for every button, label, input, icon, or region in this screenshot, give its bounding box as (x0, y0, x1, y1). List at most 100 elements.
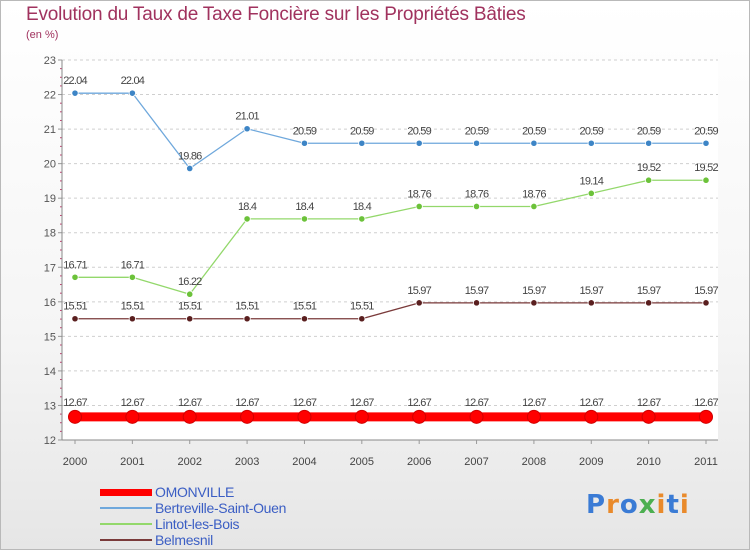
x-tick-label: 2002 (177, 456, 201, 468)
data-point (186, 315, 194, 323)
x-tick-label: 2011 (694, 456, 718, 468)
legend-label: OMONVILLE (155, 484, 234, 500)
legend-label: Belmesnil (155, 532, 213, 548)
data-label: 15.97 (465, 285, 489, 297)
data-label: 15.51 (235, 301, 259, 313)
data-label: 12.67 (293, 397, 317, 409)
data-label: 15.97 (522, 285, 546, 297)
data-label: 15.97 (580, 285, 604, 297)
data-point (587, 139, 595, 147)
legend-swatch (100, 539, 152, 541)
data-label: 12.67 (235, 397, 259, 409)
data-point (128, 89, 136, 97)
logo-letter: o (619, 490, 639, 520)
legend-swatch (100, 507, 152, 509)
data-point (472, 139, 481, 147)
data-label: 16.71 (121, 259, 145, 271)
data-label: 20.59 (522, 125, 546, 137)
data-point (354, 409, 369, 424)
data-point (125, 409, 140, 424)
data-label: 12.67 (178, 397, 202, 409)
logo-letter: t (666, 490, 680, 520)
y-tick-label: 18 (44, 228, 56, 240)
logo-letter: r (606, 490, 620, 520)
data-point (645, 176, 653, 184)
data-label: 18.4 (295, 201, 314, 213)
data-point (645, 139, 653, 147)
x-tick-label: 2006 (407, 456, 431, 468)
data-label: 15.97 (694, 285, 718, 297)
y-tick-label: 12 (44, 435, 56, 447)
x-tick-label: 2010 (636, 456, 660, 468)
data-point (297, 409, 312, 424)
x-tick-label: 2000 (63, 456, 87, 468)
data-label: 12.67 (465, 397, 489, 409)
data-label: 20.59 (580, 125, 604, 137)
data-point (358, 215, 366, 223)
data-label: 12.67 (637, 397, 661, 409)
data-label: 15.51 (63, 301, 87, 313)
chart-title: Evolution du Taux de Taxe Foncière sur l… (26, 4, 526, 25)
data-point (415, 202, 423, 211)
data-point (358, 315, 366, 323)
data-point (243, 215, 251, 223)
data-label: 20.59 (694, 125, 718, 137)
y-tick-label: 13 (44, 400, 56, 412)
data-label: 22.04 (63, 75, 87, 87)
legend-item: Bertreville-Saint-Ouen (100, 500, 400, 516)
data-label: 16.22 (178, 276, 202, 288)
data-point (526, 409, 541, 424)
data-point (358, 139, 366, 147)
data-point (240, 409, 255, 424)
data-label: 19.52 (637, 162, 661, 174)
data-point (182, 409, 197, 424)
data-label: 19.14 (580, 175, 604, 187)
y-tick-label: 19 (44, 193, 56, 205)
data-label: 20.59 (465, 125, 489, 137)
data-label: 12.67 (63, 397, 87, 409)
y-axis-unit: (en %) (26, 29, 59, 41)
y-tick-label: 21 (44, 124, 56, 136)
data-label: 12.67 (350, 397, 374, 409)
y-tick-label: 22 (44, 90, 56, 102)
data-label: 15.51 (293, 301, 317, 313)
legend-label: Bertreville-Saint-Ouen (155, 500, 287, 516)
data-point (702, 176, 710, 184)
data-point (587, 189, 595, 197)
data-label: 18.76 (522, 188, 546, 200)
logo-letter: P (586, 490, 607, 520)
data-label: 20.59 (407, 125, 431, 137)
legend-swatch (100, 489, 152, 496)
x-tick-label: 2008 (522, 456, 546, 468)
data-label: 12.67 (522, 397, 546, 409)
data-label: 21.01 (235, 111, 259, 123)
series-line-2 (75, 179, 706, 295)
data-label: 15.51 (121, 301, 145, 313)
data-label: 16.71 (63, 259, 87, 271)
x-tick-label: 2004 (292, 456, 316, 468)
data-point (530, 202, 538, 211)
data-point (128, 315, 136, 323)
data-point (300, 315, 309, 323)
series-line-3 (75, 302, 706, 320)
legend-label: Lintot-les-Bois (155, 516, 240, 532)
data-point (68, 409, 82, 424)
data-point (300, 215, 309, 223)
y-tick-label: 23 (44, 55, 56, 67)
data-label: 12.67 (580, 397, 604, 409)
data-point (530, 139, 538, 147)
x-tick-label: 2001 (120, 456, 144, 468)
data-point (645, 299, 653, 307)
data-label: 20.59 (293, 125, 317, 137)
logo-letter: x (638, 490, 657, 520)
data-label: 18.4 (238, 201, 257, 213)
data-point (71, 315, 79, 323)
data-point (71, 89, 79, 97)
data-point (699, 409, 713, 424)
data-point (530, 299, 538, 307)
data-point (300, 139, 309, 147)
data-label: 15.51 (178, 301, 202, 313)
data-point (587, 299, 595, 307)
data-label: 20.59 (637, 125, 661, 137)
